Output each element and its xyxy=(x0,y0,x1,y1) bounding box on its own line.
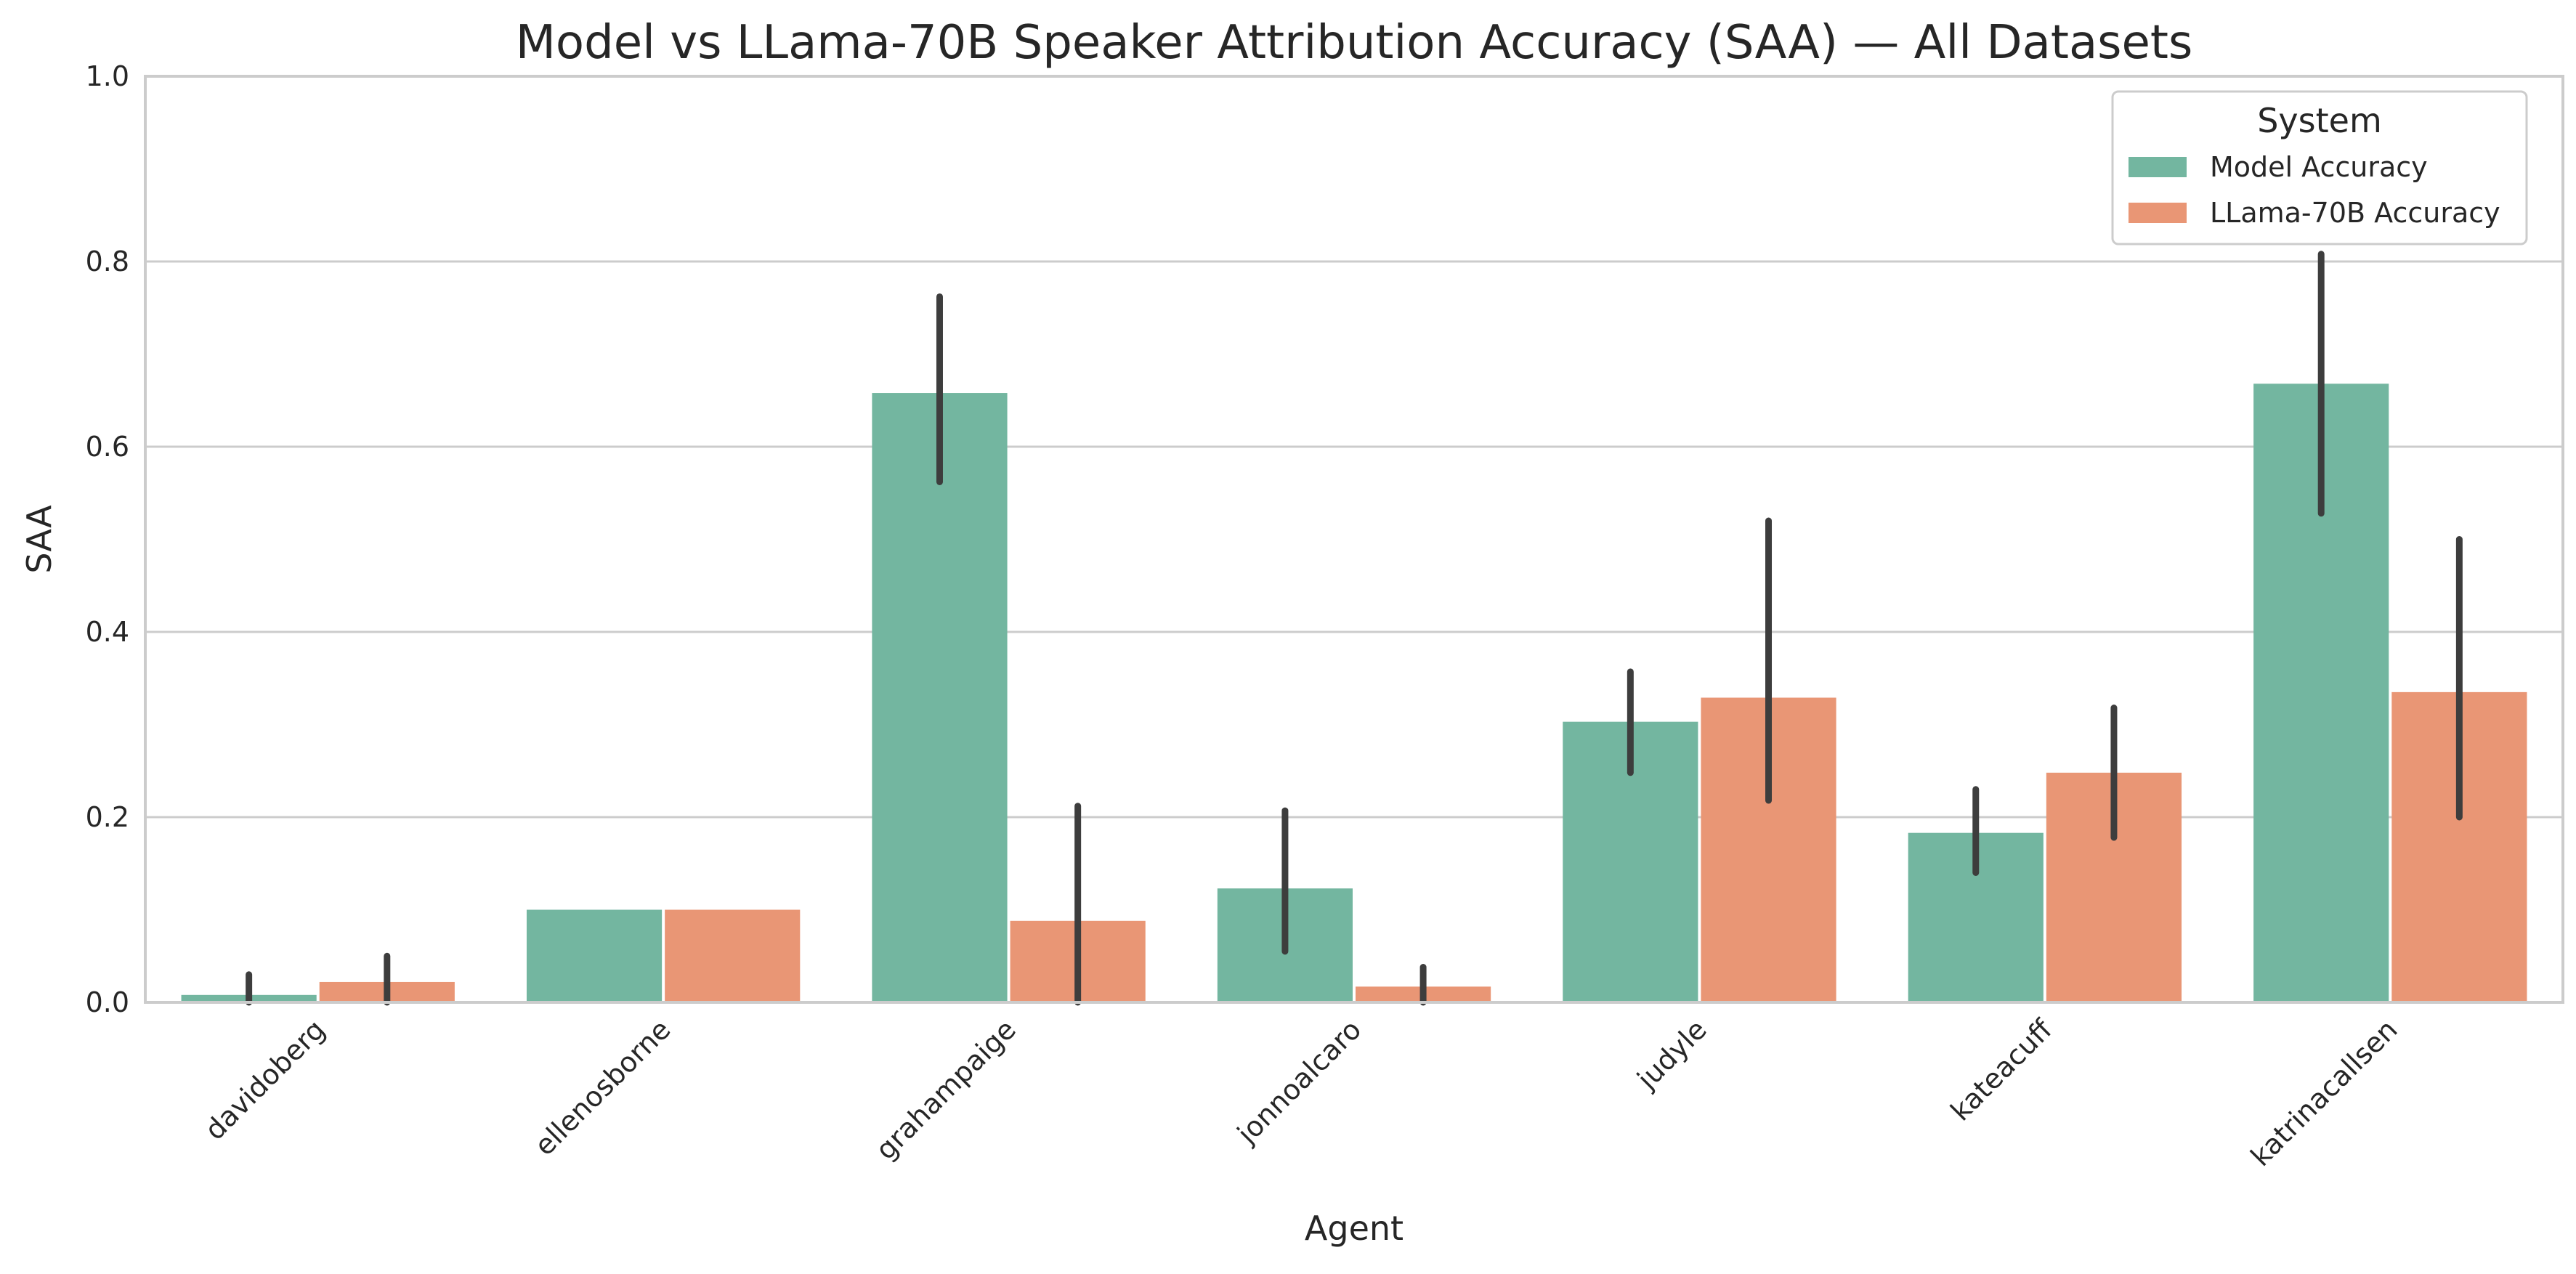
bar xyxy=(665,909,801,1002)
y-tick-label: 0.0 xyxy=(86,986,129,1018)
bar xyxy=(526,909,663,1002)
chart-title: Model vs LLama-70B Speaker Attribution A… xyxy=(516,16,2193,70)
bars xyxy=(181,384,2527,1002)
x-axis-label: Agent xyxy=(1305,1209,1404,1248)
legend-title: System xyxy=(2257,101,2382,140)
legend-label: Model Accuracy xyxy=(2210,151,2428,183)
y-tick-label: 1.0 xyxy=(86,60,129,92)
error-bars xyxy=(246,251,2463,1006)
legend-box xyxy=(2111,90,2528,246)
y-tick-label: 0.2 xyxy=(86,801,129,833)
y-axis-label: SAA xyxy=(20,505,59,574)
legend-items: Model Accuracy LLama-70B Accuracy xyxy=(2129,151,2500,229)
legend-label: LLama-70B Accuracy xyxy=(2210,197,2500,229)
legend-swatch xyxy=(2129,203,2187,223)
y-tick-label: 0.4 xyxy=(86,616,129,648)
plot-frame xyxy=(144,75,2564,1004)
y-axis-ticks: 0.0 0.2 0.4 0.6 0.8 1.0 xyxy=(86,60,129,1018)
legend: System Model Accuracy LLama-70B Accuracy xyxy=(2111,90,2528,246)
bar xyxy=(872,393,1008,1002)
y-tick-label: 0.8 xyxy=(86,246,129,277)
y-tick-label: 0.6 xyxy=(86,431,129,463)
legend-swatch xyxy=(2129,157,2187,177)
